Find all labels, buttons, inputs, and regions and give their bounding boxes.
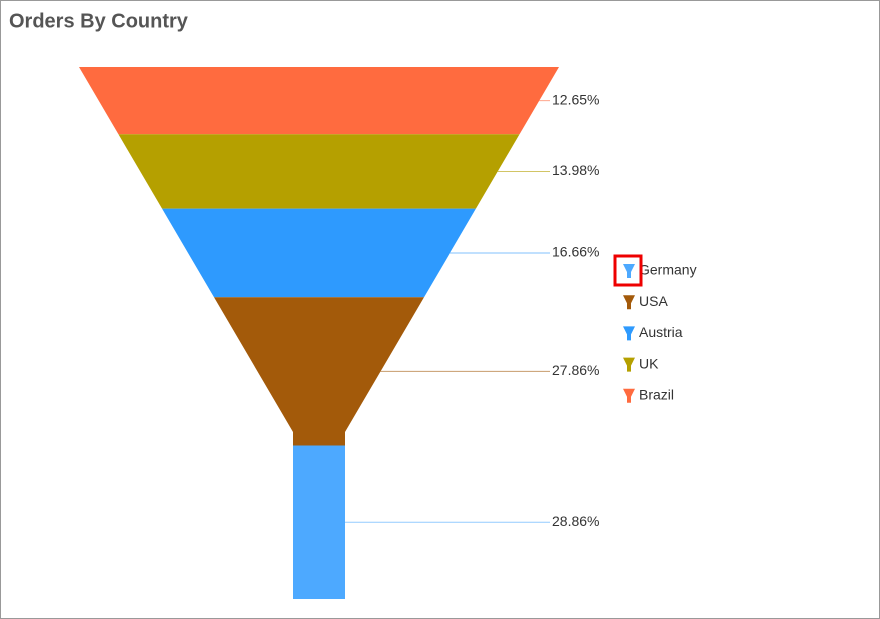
data-label: 16.66% <box>552 244 599 260</box>
data-label: 12.65% <box>552 91 599 107</box>
legend-label[interactable]: UK <box>639 355 659 371</box>
chart-title: Orders By Country <box>9 10 189 32</box>
legend-label[interactable]: Austria <box>639 324 683 340</box>
data-label: 28.86% <box>552 513 599 529</box>
funnel-segment <box>293 445 345 599</box>
legend-icon[interactable] <box>623 295 635 310</box>
data-label: 27.86% <box>552 362 599 378</box>
legend-icon[interactable] <box>623 357 635 372</box>
legend-label[interactable]: USA <box>639 293 668 309</box>
funnel-segment <box>79 67 559 135</box>
data-label: 13.98% <box>552 162 599 178</box>
highlight-box <box>613 254 643 287</box>
legend-icon[interactable] <box>623 326 635 341</box>
legend-label[interactable]: Brazil <box>639 387 674 403</box>
legend-icon[interactable] <box>623 264 635 278</box>
funnel-segment <box>162 208 476 298</box>
legend-label[interactable]: Germany <box>639 262 697 278</box>
funnel-segment <box>214 297 424 446</box>
legend-icon[interactable] <box>623 388 635 403</box>
funnel-segment <box>118 134 520 209</box>
